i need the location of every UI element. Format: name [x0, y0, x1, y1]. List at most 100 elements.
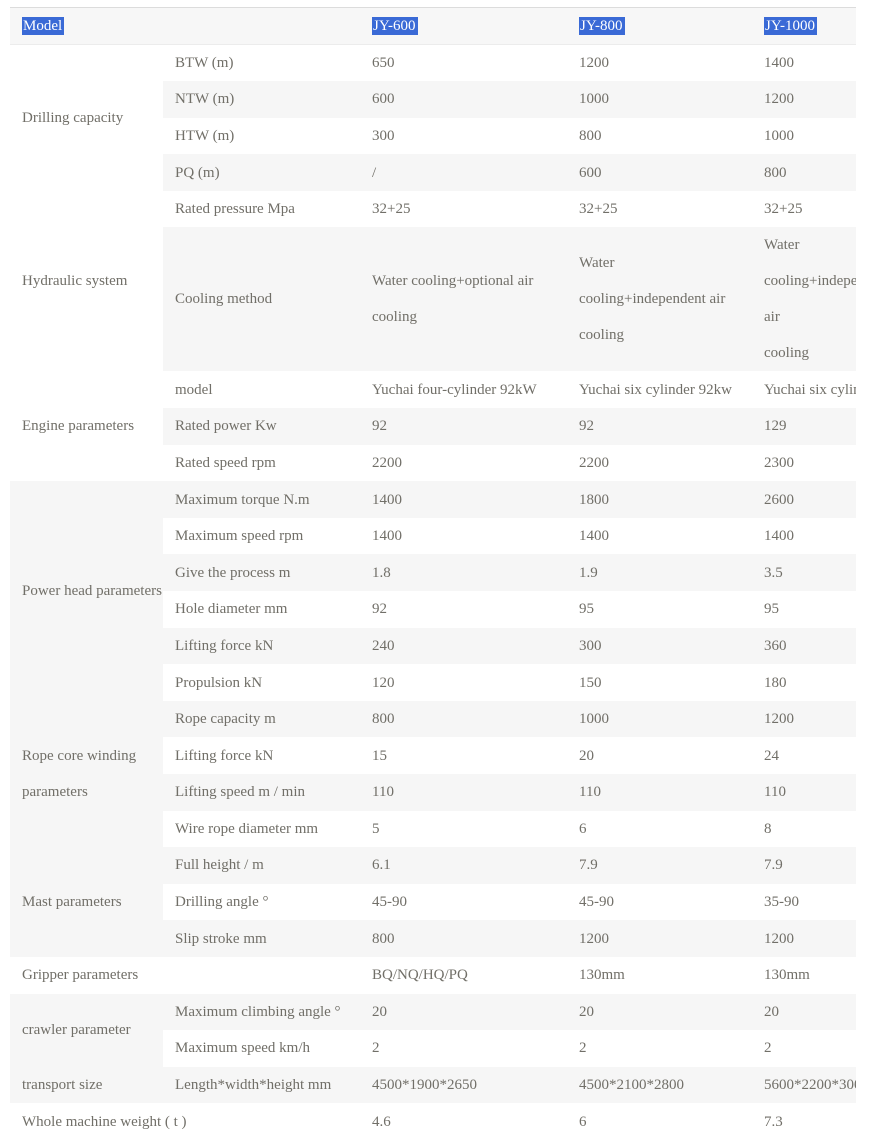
param-cell: Give the process m — [175, 564, 291, 581]
value-jy600: 600 — [372, 91, 395, 108]
value-jy800: 1.9 — [579, 564, 598, 581]
value-jy800: 1000 — [579, 91, 610, 108]
value-jy1000: 129 — [764, 418, 787, 435]
value-jy600: 300 — [372, 127, 395, 144]
spec-table-container: Model JY-600 JY-800 JY-1000 Drilling cap… — [10, 7, 857, 1140]
group-label-transport-size: transport size — [22, 1077, 103, 1094]
param-cell: Lifting speed m / min — [175, 784, 305, 801]
value-jy600: / — [372, 164, 377, 181]
value-jy1000: 7.3 — [764, 1113, 783, 1130]
param-cell: BTW (m) — [175, 55, 234, 72]
value-jy800: 45-90 — [579, 894, 615, 911]
value-jy600: 120 — [372, 674, 395, 691]
value-jy600: 240 — [372, 637, 395, 654]
value-jy600: Water cooling+optional air cooling — [372, 273, 534, 326]
table-row: Hydraulic system Rated pressure Mpa 32+2… — [10, 190, 857, 372]
table-row: Gripper parameters BQ/NQ/HQ/PQ 130mm 130… — [10, 956, 857, 994]
param-cell: PQ (m) — [175, 164, 220, 181]
param-cell: Maximum speed rpm — [175, 528, 304, 545]
value-jy600: 2 — [372, 1040, 380, 1057]
value-jy600: 110 — [372, 784, 394, 801]
table-header: Model JY-600 JY-800 JY-1000 — [10, 7, 857, 45]
table-row: Whole machine weight ( t ) 4.6 6 7.3 — [10, 1103, 857, 1140]
table-row: Rope core winding parameters Rope capaci… — [10, 700, 857, 848]
value-jy800: 32+25 — [579, 201, 618, 218]
param-cell: Drilling angle ° — [175, 894, 269, 911]
value-jy1000: 35-90 — [764, 894, 800, 911]
param-cell: Propulsion kN — [175, 674, 263, 691]
param-cell: Rope capacity m — [175, 711, 276, 728]
param-cell: Hole diameter mm — [175, 601, 288, 618]
value-jy800: 1200 — [579, 55, 610, 72]
group-label-crawler-parameter: crawler parameter — [10, 993, 163, 1067]
value-jy800: 800 — [579, 127, 602, 144]
header-jy600-label: JY-600 — [372, 17, 418, 35]
group-label-rope-core-winding: Rope core winding parameters — [10, 700, 163, 848]
param-cell: model — [175, 381, 213, 398]
value-jy1000: 5600*2200*3000 — [764, 1077, 856, 1094]
value-jy600: Yuchai four-cylinder 92kW — [372, 381, 537, 398]
value-jy1000: 1200 — [764, 711, 795, 728]
value-jy600: 1400 — [372, 528, 403, 545]
value-jy1000: 2300 — [764, 454, 795, 471]
value-jy600: 2200 — [372, 454, 403, 471]
param-cell: Wire rope diameter mm — [175, 820, 319, 837]
value-jy600: 6.1 — [372, 857, 391, 874]
value-jy600: 1.8 — [372, 564, 391, 581]
table-row: Power head parameters Maximum torque N.m… — [10, 481, 857, 701]
value-jy1000: 8 — [764, 820, 772, 837]
value-jy800: 4500*2100*2800 — [579, 1077, 685, 1094]
value-jy1000: 1200 — [764, 91, 795, 108]
value-jy800: 150 — [579, 674, 602, 691]
param-cell: Maximum climbing angle ° — [175, 1003, 341, 1020]
value-jy600: 800 — [372, 930, 395, 947]
value-jy800: 130mm — [579, 967, 625, 984]
group-label-mast-parameters: Mast parameters — [10, 847, 163, 957]
value-jy1000: 110 — [764, 784, 786, 801]
value-jy600: BQ/NQ/HQ/PQ — [372, 967, 468, 984]
value-jy800: 20 — [579, 747, 595, 764]
param-cell: Maximum torque N.m — [175, 491, 310, 508]
group-label-engine-parameters: Engine parameters — [10, 371, 163, 482]
header-model-cell: Model — [10, 8, 360, 45]
page: { "colors": { "selection_highlight": "#3… — [0, 7, 883, 1140]
value-jy1000: 2600 — [764, 491, 795, 508]
value-jy600: 5 — [372, 820, 380, 837]
header-jy800-label: JY-800 — [579, 17, 625, 35]
value-jy600: 20 — [372, 1003, 388, 1020]
value-jy600: 4.6 — [372, 1113, 391, 1130]
value-jy800: 6 — [579, 1113, 587, 1130]
table-row: crawler parameter Maximum climbing angle… — [10, 993, 857, 1067]
value-jy800: 1200 — [579, 930, 610, 947]
value-jy800: 20 — [579, 1003, 595, 1020]
param-cell: NTW (m) — [175, 91, 235, 108]
value-jy800: 92 — [579, 418, 595, 435]
value-jy1000: 24 — [764, 747, 780, 764]
value-jy600: 92 — [372, 601, 388, 618]
value-jy800: 1800 — [579, 491, 610, 508]
header-model-label: Model — [22, 17, 65, 35]
param-cell: Rated power Kw — [175, 418, 277, 435]
param-cell: Cooling method — [175, 291, 273, 308]
param-cell: Slip stroke mm — [175, 930, 267, 947]
param-cell: Rated speed rpm — [175, 454, 276, 471]
group-label-whole-machine-weight: Whole machine weight ( t ) — [22, 1113, 187, 1130]
value-jy600: 92 — [372, 418, 388, 435]
value-jy600: 1400 — [372, 491, 403, 508]
value-jy800: 600 — [579, 164, 602, 181]
group-label-hydraulic-system: Hydraulic system — [10, 190, 163, 372]
value-jy600: 15 — [372, 747, 388, 764]
value-jy600: 650 — [372, 55, 395, 72]
header-jy1000-cell: JY-1000 — [752, 8, 856, 45]
value-jy800: 7.9 — [579, 857, 598, 874]
param-cell: Maximum speed km/h — [175, 1040, 310, 1057]
group-label-drilling-capacity: Drilling capacity — [10, 44, 163, 191]
header-jy800-cell: JY-800 — [567, 8, 752, 45]
value-jy1000: 1000 — [764, 127, 795, 144]
value-jy1000: 180 — [764, 674, 787, 691]
value-jy1000: 1400 — [764, 528, 795, 545]
value-jy800: 2200 — [579, 454, 610, 471]
value-jy800: 1400 — [579, 528, 610, 545]
spec-table: Model JY-600 JY-800 JY-1000 Drilling cap… — [10, 7, 857, 1140]
value-jy600: 800 — [372, 711, 395, 728]
